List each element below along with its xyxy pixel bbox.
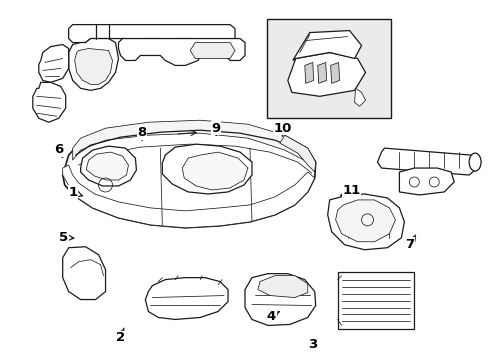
Text: 4: 4 (266, 310, 279, 323)
Polygon shape (279, 135, 315, 172)
Polygon shape (304, 62, 313, 84)
Polygon shape (62, 247, 105, 300)
Polygon shape (62, 125, 315, 228)
Text: 11: 11 (340, 184, 360, 197)
Polygon shape (327, 194, 404, 250)
Polygon shape (377, 148, 476, 175)
Text: 3: 3 (307, 338, 317, 351)
Polygon shape (287, 53, 365, 96)
Text: 9: 9 (211, 122, 221, 135)
Polygon shape (62, 165, 314, 228)
Polygon shape (337, 272, 413, 329)
Polygon shape (75, 49, 112, 84)
Polygon shape (399, 168, 453, 195)
Polygon shape (258, 276, 307, 298)
Text: 8: 8 (137, 126, 146, 140)
Polygon shape (182, 152, 247, 190)
Polygon shape (68, 39, 118, 90)
Text: 6: 6 (54, 143, 63, 157)
Polygon shape (190, 42, 235, 58)
Polygon shape (86, 152, 128, 180)
Text: 1: 1 (68, 186, 82, 199)
Polygon shape (317, 62, 326, 84)
Polygon shape (33, 82, 65, 122)
Polygon shape (39, 45, 68, 82)
Polygon shape (292, 31, 361, 60)
Polygon shape (335, 200, 395, 242)
Text: 5: 5 (59, 231, 74, 244)
Polygon shape (354, 88, 365, 106)
FancyBboxPatch shape (266, 19, 390, 118)
Ellipse shape (468, 153, 480, 171)
Text: 10: 10 (273, 122, 291, 136)
Polygon shape (73, 120, 315, 162)
Text: 7: 7 (405, 235, 415, 251)
Text: 2: 2 (116, 328, 124, 344)
Polygon shape (68, 24, 235, 42)
Polygon shape (330, 62, 339, 84)
Polygon shape (81, 146, 136, 186)
Polygon shape (244, 274, 315, 325)
Polygon shape (162, 144, 251, 194)
Polygon shape (118, 39, 244, 66)
Polygon shape (145, 278, 227, 319)
